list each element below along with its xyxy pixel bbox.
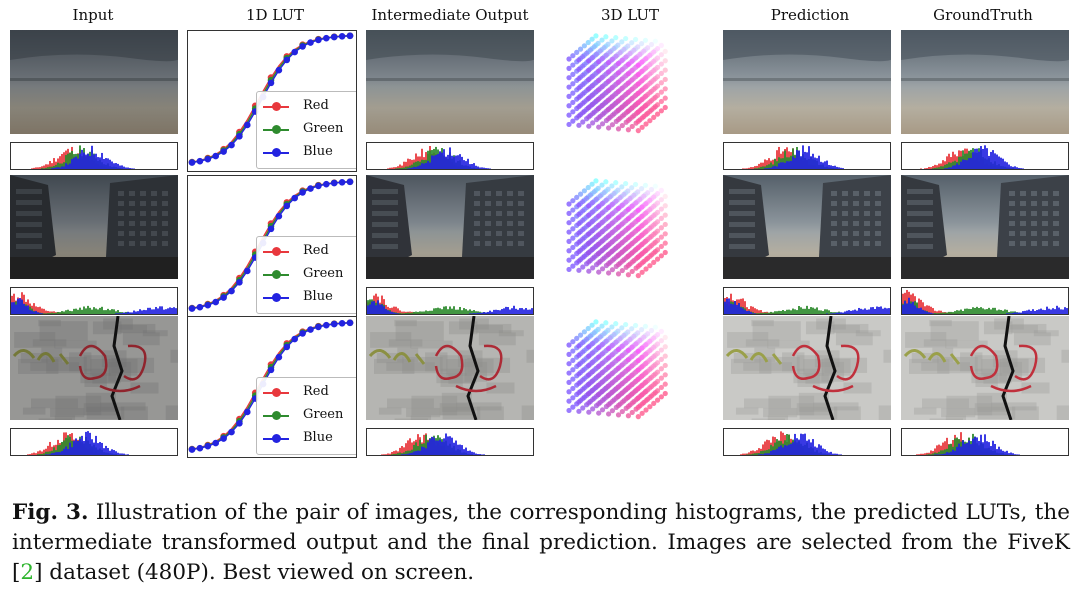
legend-label: Red — [303, 98, 329, 113]
prediction-histogram — [723, 428, 891, 456]
figure-caption: Fig. 3. Illustration of the pair of imag… — [12, 498, 1070, 588]
caption-text-before: Illustration of the pair of images, the … — [12, 500, 1070, 585]
legend-entry-green: Green — [257, 265, 356, 285]
header-groundtruth: GroundTruth — [933, 6, 1033, 24]
legend-label: Green — [303, 407, 344, 422]
input-image — [10, 30, 178, 134]
legend-marker-icon — [263, 388, 289, 397]
legend-entry-green: Green — [257, 120, 356, 140]
legend-label: Green — [303, 121, 344, 136]
input-histogram — [10, 287, 178, 315]
header-prediction: Prediction — [770, 6, 850, 24]
header-1d-lut: 1D LUT — [245, 6, 305, 24]
lut-legend: Red Green Blue — [256, 236, 356, 314]
groundtruth-histogram — [901, 428, 1069, 456]
prediction-histogram — [723, 142, 891, 170]
groundtruth-image — [901, 316, 1069, 420]
prediction-image — [723, 175, 891, 279]
lut-3d-cube — [551, 317, 701, 447]
legend-label: Blue — [303, 289, 333, 304]
legend-marker-icon — [263, 247, 289, 256]
prediction-image — [723, 30, 891, 134]
lut-3d-cube — [551, 176, 701, 306]
caption-reference-link[interactable]: 2 — [20, 560, 35, 585]
intermediate-histogram — [366, 428, 534, 456]
legend-marker-icon — [263, 434, 289, 443]
legend-label: Green — [303, 266, 344, 281]
input-image — [10, 316, 178, 420]
legend-marker-icon — [263, 125, 289, 134]
legend-label: Red — [303, 243, 329, 258]
legend-marker-icon — [263, 148, 289, 157]
legend-entry-blue: Blue — [257, 143, 356, 163]
groundtruth-image — [901, 175, 1069, 279]
legend-label: Blue — [303, 430, 333, 445]
groundtruth-histogram — [901, 287, 1069, 315]
legend-entry-red: Red — [257, 242, 356, 262]
header-input: Input — [72, 6, 114, 24]
legend-entry-red: Red — [257, 383, 356, 403]
intermediate-image — [366, 175, 534, 279]
intermediate-image — [366, 30, 534, 134]
groundtruth-image — [901, 30, 1069, 134]
input-image — [10, 175, 178, 279]
lut-3d-cube — [551, 31, 701, 161]
legend-marker-icon — [263, 293, 289, 302]
legend-label: Red — [303, 384, 329, 399]
lut-legend: Red Green Blue — [256, 91, 356, 169]
input-histogram — [10, 428, 178, 456]
legend-marker-icon — [263, 270, 289, 279]
header-intermediate-output: Intermediate Output — [371, 6, 529, 24]
legend-entry-blue: Blue — [257, 429, 356, 449]
input-histogram — [10, 142, 178, 170]
header-3d-lut: 3D LUT — [600, 6, 660, 24]
intermediate-histogram — [366, 287, 534, 315]
legend-entry-blue: Blue — [257, 288, 356, 308]
legend-label: Blue — [303, 144, 333, 159]
prediction-image — [723, 316, 891, 420]
intermediate-image — [366, 316, 534, 420]
lut-1d-plot: Red Green Blue — [187, 175, 357, 317]
legend-entry-red: Red — [257, 97, 356, 117]
lut-1d-plot: Red Green Blue — [187, 30, 357, 172]
legend-entry-green: Green — [257, 406, 356, 426]
groundtruth-histogram — [901, 142, 1069, 170]
prediction-histogram — [723, 287, 891, 315]
lut-1d-plot: Red Green Blue — [187, 316, 357, 458]
legend-marker-icon — [263, 102, 289, 111]
lut-legend: Red Green Blue — [256, 377, 356, 455]
legend-marker-icon — [263, 411, 289, 420]
intermediate-histogram — [366, 142, 534, 170]
caption-text-after: ] dataset (480P). Best viewed on screen. — [34, 560, 475, 585]
caption-label: Fig. 3. — [12, 500, 89, 525]
